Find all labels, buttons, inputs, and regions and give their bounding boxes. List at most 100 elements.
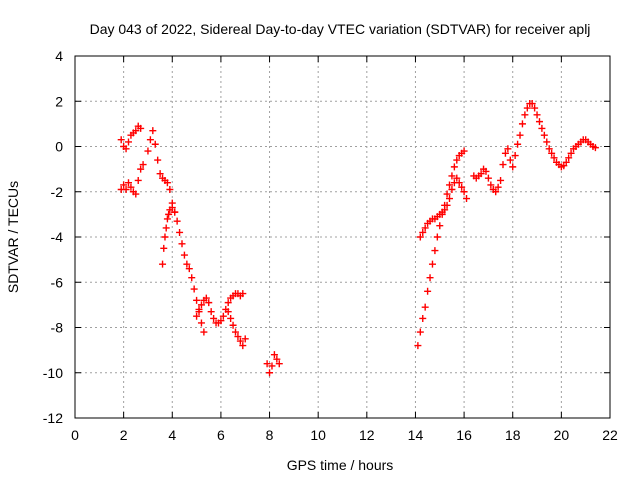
y-tick-label: 0	[55, 139, 63, 155]
data-point	[509, 163, 517, 171]
data-point	[224, 299, 232, 307]
data-point	[458, 183, 466, 191]
data-point	[160, 244, 168, 252]
y-tick-label: 4	[55, 48, 63, 64]
data-point	[497, 176, 505, 184]
data-point	[232, 328, 239, 336]
data-point	[516, 131, 524, 139]
data-point	[562, 158, 570, 166]
series-seg-a-lower	[117, 161, 147, 198]
data-point	[132, 190, 140, 198]
series-seg-e-low	[414, 147, 468, 350]
data-point	[448, 185, 456, 193]
data-point	[178, 240, 186, 248]
data-point	[197, 301, 205, 309]
data-point	[227, 314, 235, 322]
data-point	[511, 152, 519, 160]
data-point	[453, 174, 461, 182]
data-point	[207, 308, 215, 316]
x-tick-label: 18	[505, 427, 521, 443]
data-point	[161, 233, 169, 241]
data-point	[448, 172, 456, 180]
grid-lines	[75, 56, 610, 418]
data-point	[460, 147, 468, 155]
axis-ticks	[74, 55, 611, 419]
data-point	[421, 224, 429, 232]
data-point	[151, 140, 159, 148]
data-point	[127, 183, 135, 191]
data-point	[565, 154, 573, 162]
data-point	[453, 156, 461, 164]
data-point	[426, 274, 434, 282]
data-point	[419, 228, 427, 236]
x-tick-label: 16	[456, 427, 472, 443]
data-point	[193, 296, 201, 304]
data-point	[166, 185, 174, 193]
data-point	[210, 314, 218, 322]
data-point	[431, 247, 439, 255]
data-point	[548, 149, 556, 157]
y-tick-label: 2	[55, 93, 63, 109]
data-point	[270, 351, 278, 359]
data-point	[518, 120, 526, 128]
data-point	[117, 136, 125, 144]
data-point	[504, 145, 512, 153]
data-point	[193, 312, 201, 320]
data-point	[234, 333, 242, 341]
data-point	[217, 317, 225, 325]
data-point	[122, 185, 130, 193]
data-point	[185, 265, 193, 273]
data-point	[125, 179, 132, 187]
x-tick-label: 12	[359, 427, 375, 443]
data-point	[443, 201, 451, 209]
y-axis-label: SDTVAR / TECUs	[5, 181, 21, 293]
data-point	[163, 215, 171, 223]
data-point	[229, 321, 237, 329]
data-point	[134, 176, 142, 184]
x-tick-labels: 0 2 4 6 8 10 12 14 16 18 20 22	[71, 427, 618, 443]
data-point	[441, 206, 449, 214]
data-point	[416, 328, 424, 336]
data-point	[455, 179, 463, 187]
data-point	[180, 251, 188, 259]
data-point	[273, 355, 281, 363]
data-point	[275, 360, 283, 368]
data-point	[419, 314, 427, 322]
data-point	[446, 181, 453, 189]
data-point	[188, 274, 196, 282]
data-point	[162, 224, 170, 232]
data-point	[156, 170, 164, 178]
data-point	[163, 179, 171, 187]
data-point	[202, 294, 210, 302]
y-tick-label: -12	[43, 410, 63, 426]
data-point	[236, 337, 244, 345]
data-point	[487, 181, 495, 189]
data-point	[154, 156, 162, 164]
data-point	[159, 260, 167, 268]
data-point	[550, 154, 558, 162]
data-point	[463, 195, 471, 203]
x-tick-label: 22	[602, 427, 618, 443]
data-point	[543, 138, 551, 146]
data-point	[190, 285, 198, 293]
data-point	[433, 233, 441, 241]
data-point	[205, 299, 213, 307]
data-point	[165, 210, 173, 218]
data-point	[239, 342, 247, 350]
data-point	[239, 290, 247, 298]
y-tick-label: -10	[43, 365, 63, 381]
data-point	[492, 188, 500, 196]
data-point	[268, 362, 276, 370]
data-point	[521, 111, 529, 119]
x-tick-label: 6	[217, 427, 225, 443]
data-point	[137, 165, 145, 173]
data-point	[494, 183, 502, 191]
data-point	[224, 308, 232, 316]
data-point	[482, 167, 490, 175]
data-point	[416, 233, 424, 241]
series-seg-b-drop	[159, 204, 179, 268]
series-seg-a-upper	[117, 122, 145, 153]
series-seg-e-high	[416, 174, 471, 241]
x-tick-label: 8	[266, 427, 274, 443]
data-point	[139, 161, 147, 169]
